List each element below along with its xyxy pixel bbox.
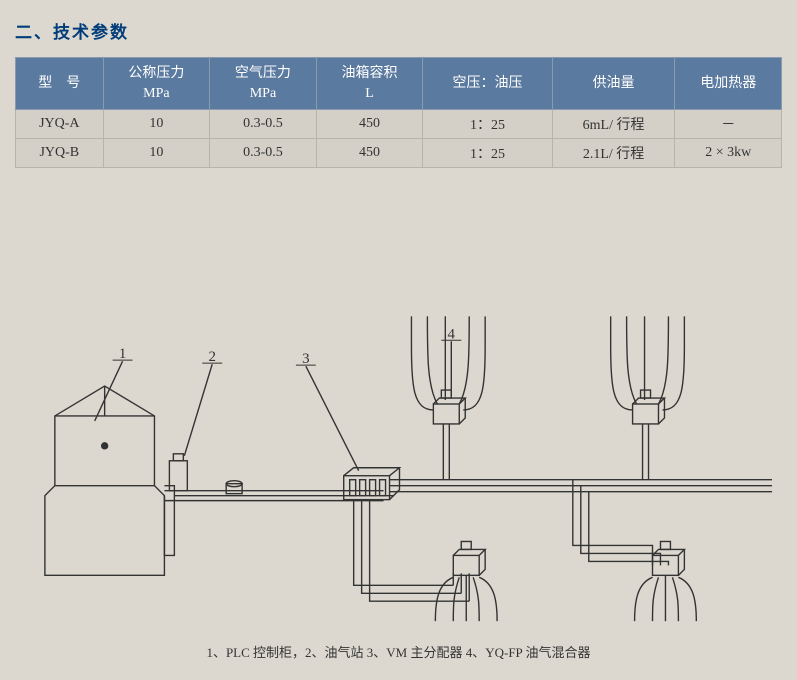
col-nominal-pressure: 公称压力MPa: [103, 58, 210, 110]
col-tank-volume: 油箱容积L: [316, 58, 423, 110]
col-ratio: 空压：油压: [423, 58, 552, 110]
col-heater: 电加热器: [675, 58, 782, 110]
col-model: 型 号: [16, 58, 104, 110]
col-air-pressure: 空气压力MPa: [210, 58, 317, 110]
section-heading: 二、技术参数: [15, 18, 782, 43]
system-diagram: 1 2 3 4: [15, 186, 782, 626]
table-row: JYQ-A 10 0.3-0.5 450 1：25 6mL/ 行程 －: [16, 110, 782, 139]
diagram-caption: 1、PLC 控制柜，2、油气站 3、VM 主分配器 4、YQ-FP 油气混合器: [15, 642, 782, 661]
col-supply: 供油量: [552, 58, 675, 110]
table-row: JYQ-B 10 0.3-0.5 450 1：25 2.1L/ 行程 2 × 3…: [16, 139, 782, 168]
spec-table: 型 号 公称压力MPa 空气压力MPa 油箱容积L 空压：油压 供油量 电加热器…: [15, 57, 782, 168]
